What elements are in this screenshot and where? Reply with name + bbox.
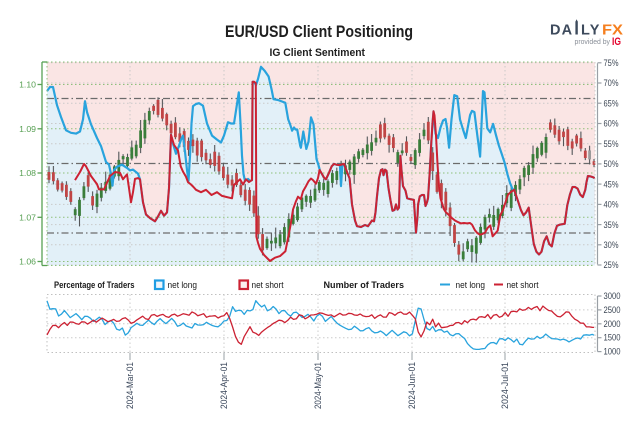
svg-text:1.10: 1.10 bbox=[19, 80, 36, 90]
svg-text:3000: 3000 bbox=[604, 291, 621, 301]
svg-text:2000: 2000 bbox=[604, 319, 621, 329]
svg-text:EUR/USD Client Positioning: EUR/USD Client Positioning bbox=[225, 23, 413, 41]
svg-text:50%: 50% bbox=[604, 159, 619, 170]
svg-text:2024-Jul-01: 2024-Jul-01 bbox=[500, 362, 510, 409]
svg-text:75%: 75% bbox=[604, 58, 619, 69]
svg-text:65%: 65% bbox=[604, 98, 619, 109]
svg-text:net short: net short bbox=[507, 280, 539, 290]
svg-text:30%: 30% bbox=[604, 240, 619, 251]
svg-text:1.09: 1.09 bbox=[19, 124, 36, 134]
svg-text:net long: net long bbox=[168, 280, 198, 290]
svg-text:1.07: 1.07 bbox=[19, 212, 36, 222]
svg-text:35%: 35% bbox=[604, 220, 619, 231]
svg-text:IG Client Sentiment: IG Client Sentiment bbox=[270, 47, 366, 59]
svg-text:2024-Mar-01: 2024-Mar-01 bbox=[125, 362, 135, 409]
svg-text:Number of Traders: Number of Traders bbox=[324, 280, 405, 290]
svg-text:55%: 55% bbox=[604, 139, 619, 150]
svg-text:60%: 60% bbox=[604, 119, 619, 130]
svg-text:FX: FX bbox=[602, 22, 623, 39]
svg-text:DA: DA bbox=[550, 23, 573, 39]
svg-text:IG: IG bbox=[612, 36, 621, 48]
svg-text:Percentage of Traders: Percentage of Traders bbox=[54, 280, 135, 290]
svg-text:2024-May-01: 2024-May-01 bbox=[313, 362, 323, 409]
svg-text:40%: 40% bbox=[604, 200, 619, 211]
svg-text:LY: LY bbox=[581, 23, 601, 39]
svg-text:1.06: 1.06 bbox=[19, 257, 36, 267]
svg-text:45%: 45% bbox=[604, 179, 619, 190]
svg-text:70%: 70% bbox=[604, 78, 619, 89]
svg-text:net short: net short bbox=[252, 280, 284, 290]
svg-text:net long: net long bbox=[456, 280, 486, 290]
svg-text:1000: 1000 bbox=[604, 347, 621, 357]
svg-text:2024-Apr-01: 2024-Apr-01 bbox=[219, 362, 229, 409]
svg-text:1.08: 1.08 bbox=[19, 168, 36, 178]
svg-text:1500: 1500 bbox=[604, 333, 621, 343]
svg-text:provided by: provided by bbox=[575, 39, 611, 46]
svg-text:2024-Jun-01: 2024-Jun-01 bbox=[407, 362, 417, 409]
svg-text:25%: 25% bbox=[604, 260, 619, 271]
svg-text:2500: 2500 bbox=[604, 305, 621, 315]
